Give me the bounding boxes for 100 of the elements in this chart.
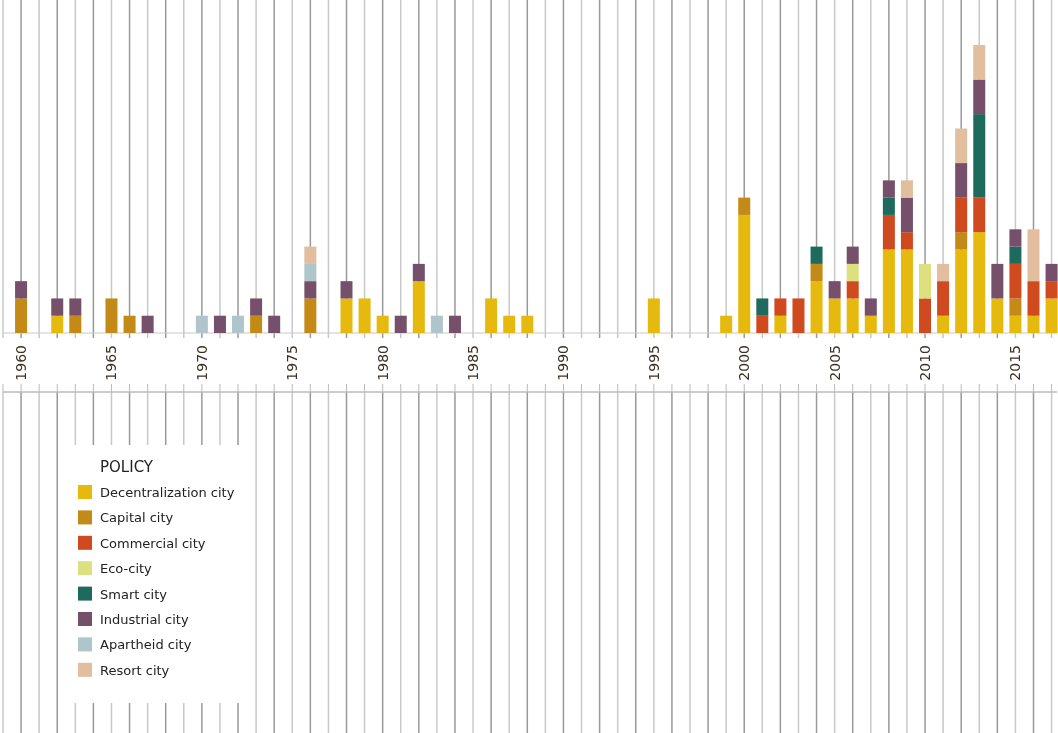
x-tick-label: 2010: [917, 345, 934, 381]
bar: [919, 263, 932, 299]
bar: [213, 315, 226, 333]
legend-label: Industrial city: [100, 612, 189, 627]
bar: [1009, 263, 1022, 299]
bar: [250, 315, 263, 333]
bar: [123, 315, 136, 333]
bar: [304, 263, 317, 282]
bar: [268, 315, 281, 333]
bar: [846, 263, 859, 282]
bar: [882, 214, 895, 250]
bar: [304, 281, 317, 299]
bar: [358, 298, 371, 333]
bar: [900, 249, 913, 333]
bar: [774, 315, 787, 333]
bar: [195, 315, 208, 333]
bar: [1027, 229, 1040, 282]
bar: [900, 232, 913, 250]
bar: [937, 315, 950, 333]
bar: [810, 281, 823, 333]
x-tick-label: 1970: [193, 345, 210, 381]
bar: [647, 298, 660, 333]
bar: [973, 45, 986, 80]
bar: [919, 298, 932, 333]
x-tick-label: 1995: [645, 345, 662, 381]
bar: [810, 246, 823, 264]
bar: [141, 315, 154, 333]
bar: [973, 79, 986, 115]
x-tick-label: 1980: [374, 345, 391, 381]
bar: [955, 128, 968, 164]
bar: [412, 263, 425, 282]
bar: [1045, 281, 1058, 299]
bar: [448, 315, 461, 333]
bar: [1045, 298, 1058, 333]
legend-label: Decentralization city: [100, 485, 235, 500]
bar: [69, 315, 82, 333]
bar: [955, 163, 968, 198]
bar: [51, 298, 64, 316]
bar: [1009, 315, 1022, 333]
bar: [503, 315, 516, 333]
bar: [882, 180, 895, 198]
bar: [937, 281, 950, 316]
bar: [738, 214, 751, 333]
bar: [1027, 315, 1040, 333]
bar: [955, 197, 968, 233]
bar: [864, 298, 877, 316]
bar: [756, 315, 769, 333]
bar: [991, 298, 1004, 333]
bar: [105, 298, 118, 333]
bar: [937, 263, 950, 282]
bar: [900, 197, 913, 233]
bar: [756, 298, 769, 316]
bar: [955, 249, 968, 333]
bar: [485, 298, 498, 333]
bar: [1027, 281, 1040, 316]
bar: [521, 315, 534, 333]
bar: [846, 246, 859, 264]
bar: [340, 281, 353, 299]
bar: [810, 263, 823, 282]
bar: [846, 298, 859, 333]
x-tick-label: 1960: [13, 345, 30, 381]
legend-label: Apartheid city: [100, 637, 192, 653]
bar: [882, 197, 895, 215]
legend-label: Commercial city: [100, 535, 206, 551]
bar: [304, 246, 317, 264]
bar: [973, 114, 986, 198]
bar: [973, 232, 986, 333]
legend-label: Capital city: [100, 510, 174, 526]
bar: [900, 180, 913, 198]
bar: [991, 263, 1004, 299]
x-tick-label: 2005: [826, 345, 843, 381]
bar: [720, 315, 733, 333]
bar: [828, 298, 841, 333]
bar: [792, 298, 805, 333]
bar: [430, 315, 443, 333]
bar: [864, 315, 877, 333]
legend-label: Eco-city: [100, 561, 153, 577]
bar: [1045, 263, 1058, 282]
bar: [738, 197, 751, 215]
legend-title: POLICY: [100, 458, 154, 476]
bar: [340, 298, 353, 333]
bar: [250, 298, 263, 316]
bar: [828, 281, 841, 299]
bar: [1009, 229, 1022, 247]
bar: [51, 315, 64, 333]
bar: [69, 298, 82, 316]
bar: [774, 298, 787, 316]
bar: [376, 315, 389, 333]
bar: [232, 315, 245, 333]
x-tick-label: 2015: [1007, 345, 1024, 381]
x-tick-label: 1990: [555, 345, 572, 381]
x-tick-label: 2000: [736, 345, 753, 381]
bar: [394, 315, 407, 333]
x-tick-label: 1985: [465, 345, 482, 381]
legend-label: Resort city: [100, 662, 170, 678]
x-tick-label: 1965: [103, 345, 120, 381]
bar: [1009, 246, 1022, 264]
bar: [973, 197, 986, 233]
x-tick-label: 1975: [284, 345, 301, 381]
bar: [846, 281, 859, 299]
